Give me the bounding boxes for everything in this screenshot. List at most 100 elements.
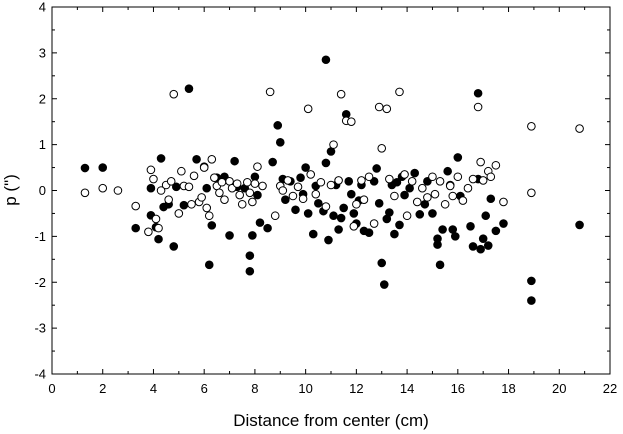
data-point-filled xyxy=(527,296,536,305)
data-point-open xyxy=(248,197,257,207)
data-point-open xyxy=(283,176,293,185)
data-point-open xyxy=(217,177,227,187)
data-point-filled xyxy=(336,213,346,223)
data-points xyxy=(80,55,584,305)
data-point-open xyxy=(316,177,326,187)
data-point-open xyxy=(448,191,458,201)
data-point-filled xyxy=(268,157,277,167)
data-point-filled xyxy=(344,177,354,186)
data-point-open xyxy=(349,221,359,231)
data-point-open xyxy=(151,214,161,224)
data-point-open xyxy=(187,199,196,209)
x-tick-label: 8 xyxy=(251,381,258,396)
data-point-open xyxy=(113,186,123,195)
data-point-open xyxy=(374,102,384,112)
data-point-filled xyxy=(483,241,493,250)
data-point-open xyxy=(80,188,90,198)
x-tick-label: 2 xyxy=(99,381,106,396)
data-point-filled xyxy=(433,240,442,249)
x-tick-label: 14 xyxy=(400,381,414,396)
data-point-open xyxy=(326,180,336,190)
data-point-filled xyxy=(98,163,108,172)
data-point-open xyxy=(435,177,445,186)
data-point-open xyxy=(207,155,217,164)
x-tick-label: 10 xyxy=(298,381,312,396)
data-point-filled xyxy=(491,226,501,236)
data-point-filled xyxy=(156,154,166,163)
y-tick-label: 1 xyxy=(39,137,46,152)
data-point-filled xyxy=(346,189,356,199)
data-point-open xyxy=(352,199,361,209)
data-point-open xyxy=(468,174,478,184)
data-point-filled xyxy=(253,190,262,200)
data-point-open xyxy=(189,171,199,181)
data-point-filled xyxy=(248,231,257,240)
data-point-filled xyxy=(255,218,265,227)
data-point-open xyxy=(235,190,244,200)
data-point-open xyxy=(382,104,392,114)
data-point-filled xyxy=(435,260,445,270)
y-tick-label: -2 xyxy=(34,275,46,290)
data-point-filled xyxy=(273,121,283,130)
data-point-filled xyxy=(301,163,310,172)
data-point-filled xyxy=(192,155,201,164)
data-point-filled xyxy=(230,156,239,166)
data-point-open xyxy=(499,197,508,207)
data-point-open xyxy=(402,211,412,221)
data-point-open xyxy=(476,157,485,167)
data-point-open xyxy=(146,165,156,175)
y-tick-label: -1 xyxy=(34,229,46,244)
data-point-filled xyxy=(390,229,399,239)
data-point-open xyxy=(166,177,176,186)
data-point-filled xyxy=(321,158,331,168)
data-point-filled xyxy=(453,153,463,162)
data-point-open xyxy=(220,195,229,204)
data-point-open xyxy=(215,188,224,198)
data-point-filled xyxy=(169,242,179,251)
y-tick-label: 2 xyxy=(39,91,46,106)
data-point-open xyxy=(156,186,166,195)
data-point-filled xyxy=(245,266,255,276)
data-point-open xyxy=(336,89,346,99)
data-point-open xyxy=(98,183,108,193)
data-point-filled xyxy=(179,200,189,210)
data-point-open xyxy=(334,176,343,185)
data-point-open xyxy=(144,227,153,237)
data-point-filled xyxy=(415,210,425,219)
y-tick-label: 3 xyxy=(39,45,46,60)
data-point-filled xyxy=(428,209,437,218)
data-point-open xyxy=(131,201,140,211)
data-point-open xyxy=(346,117,356,126)
data-point-open xyxy=(430,189,440,199)
data-point-open xyxy=(250,179,260,188)
data-point-open xyxy=(463,183,473,193)
data-point-filled xyxy=(324,235,333,245)
data-point-filled xyxy=(377,258,387,268)
data-point-open xyxy=(478,176,488,185)
data-point-filled xyxy=(527,276,536,286)
data-point-open xyxy=(210,173,219,182)
data-point-filled xyxy=(303,209,313,218)
data-point-open xyxy=(199,163,209,172)
data-point-filled xyxy=(204,260,214,270)
data-point-open xyxy=(440,199,450,209)
data-point-open xyxy=(390,191,399,201)
axis-ticks xyxy=(51,6,611,375)
y-tick-label: -3 xyxy=(34,321,46,336)
data-point-filled xyxy=(473,88,483,98)
data-point-open xyxy=(177,166,186,176)
data-point-open xyxy=(329,140,338,149)
x-tick-label: 22 xyxy=(603,381,617,396)
data-point-open xyxy=(204,211,214,221)
data-point-open xyxy=(278,186,288,195)
data-point-open xyxy=(364,172,374,182)
data-point-filled xyxy=(379,280,389,289)
data-point-filled xyxy=(207,221,217,230)
data-point-filled xyxy=(372,164,381,173)
data-point-filled xyxy=(334,225,343,234)
y-tick-label: -4 xyxy=(34,367,46,382)
data-point-open xyxy=(428,172,437,182)
data-point-open xyxy=(253,162,262,171)
data-point-open xyxy=(270,211,280,221)
